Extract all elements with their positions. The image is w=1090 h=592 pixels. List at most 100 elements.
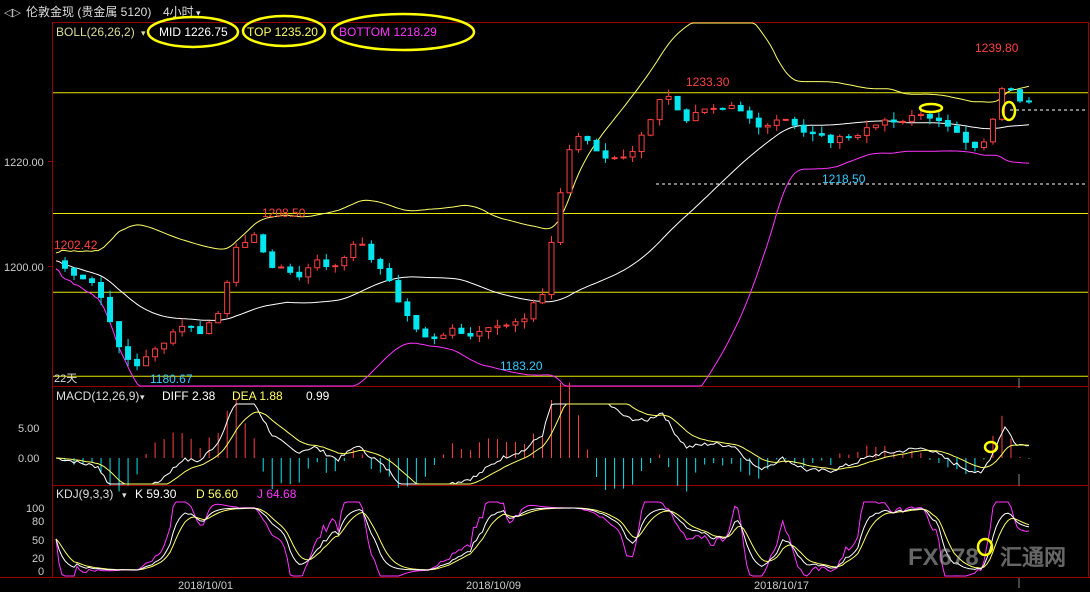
candle-body-69: [260, 234, 267, 253]
kdj-lines: [55, 501, 1030, 577]
candle-body-216: [701, 108, 708, 113]
kdj-label: KDJ(9,3,3): [56, 487, 113, 501]
y-tick-1200: 1200.00: [4, 262, 44, 274]
candle-body-270: [863, 127, 870, 137]
boll-dropdown-icon[interactable]: ▾: [141, 28, 146, 38]
dashed-levels: [656, 109, 1088, 185]
candle-body-225: [728, 104, 735, 109]
candle-body-234: [755, 117, 762, 128]
candle-body-282: [899, 120, 906, 123]
candle-body-27: [134, 358, 141, 367]
candle-body-321: [1016, 89, 1023, 102]
candle-body-300: [953, 125, 960, 133]
candle-body-57: [224, 281, 231, 315]
kdj-tick-0: 0: [38, 566, 44, 578]
candle-body-237: [764, 124, 771, 128]
candle-body-87: [314, 259, 321, 269]
candle-body-207: [674, 95, 681, 111]
candle-body-129: [440, 334, 447, 340]
macd-tick-5: 5.00: [18, 423, 39, 435]
candle-body-240: [773, 119, 780, 126]
macd-lines: [55, 403, 1030, 485]
boll-bottom-line: [55, 150, 1030, 387]
candle-body-66: [251, 234, 258, 243]
annotation-1233: 1233.30: [686, 75, 730, 89]
candle-body-153: [512, 321, 519, 326]
candle-body-180: [593, 139, 600, 152]
candle-body-324: [1025, 100, 1032, 103]
candle-body-117: [404, 301, 411, 317]
candle-body-258: [827, 134, 834, 144]
highlight-ring-bottom: [330, 12, 476, 52]
candle-body-297: [944, 120, 951, 127]
candle-body-111: [386, 267, 393, 282]
candle-body-102: [359, 243, 366, 246]
candle-body-24: [125, 346, 132, 360]
candle-body-264: [845, 136, 852, 139]
annotation-1239: 1239.80: [975, 41, 1019, 55]
window-title: 伦敦金现 (贵金属 5120): [26, 4, 151, 19]
period-selector[interactable]: 4小时: [163, 5, 194, 19]
boll-top-line: [55, 22, 1030, 254]
period-dropdown-icon[interactable]: ▾: [196, 8, 201, 18]
candle-body-252: [809, 131, 816, 135]
macd-histogram: [64, 382, 1030, 492]
candle-body-18: [107, 296, 114, 323]
candle-body-309: [980, 141, 987, 149]
candle-body-306: [971, 141, 978, 149]
candle-body-132: [449, 327, 456, 336]
candle-body-96: [341, 257, 348, 267]
candle-body-72: [269, 251, 276, 268]
candle-body-39: [170, 331, 177, 344]
candle-body-135: [458, 327, 465, 334]
candle-body-168: [557, 192, 564, 243]
kdj-k-line: [55, 507, 1030, 571]
candle-body-261: [836, 136, 843, 144]
macd-dea-value: DEA 1.88: [232, 389, 283, 403]
candle-body-78: [287, 266, 294, 273]
candle-body-21: [116, 321, 123, 348]
annotation-1180: 1180.67: [150, 372, 193, 386]
candle-body-243: [782, 118, 789, 121]
candle-body-249: [800, 124, 807, 133]
candle-body-99: [350, 243, 357, 259]
candle-body-183: [602, 150, 609, 159]
candle-body-147: [494, 325, 501, 329]
candle-body-60: [233, 246, 240, 283]
period-label: 22天: [54, 373, 77, 385]
candle-body-120: [413, 315, 420, 330]
x-label-1009: 2018/10/09: [466, 580, 521, 592]
collapse-icon[interactable]: ◁▷: [4, 7, 21, 19]
candle-body-165: [548, 241, 555, 296]
candle-body-246: [791, 118, 798, 126]
boll-top-value: TOP 1235.20: [247, 25, 318, 39]
candle-body-192: [629, 151, 636, 158]
highlight-ring-top: [241, 14, 327, 48]
macd-label: MACD(12,26,9): [56, 389, 139, 403]
candle-body-90: [323, 259, 330, 267]
svg-text:汇通网: 汇通网: [1000, 545, 1066, 570]
candle-body-126: [431, 336, 438, 340]
candle-body-138: [467, 332, 474, 337]
candle-body-198: [647, 119, 654, 136]
candle-body-48: [197, 326, 204, 335]
candle-body-228: [737, 104, 744, 112]
candle-body-195: [638, 134, 645, 153]
macd-diff-line: [55, 403, 1030, 485]
candle-body-285: [908, 114, 915, 122]
kdj-tick-80: 80: [32, 516, 44, 528]
x-label-1001: 2018/10/01: [178, 580, 233, 592]
annotation-1218: 1218.50: [822, 172, 866, 186]
candle-body-291: [926, 113, 933, 119]
kdj-dropdown-icon[interactable]: ▾: [122, 490, 127, 500]
highlight-ring-mid: [146, 15, 240, 49]
candle-body-63: [242, 241, 249, 248]
kdj-j-value: J 64.68: [257, 487, 297, 501]
macd-dropdown-icon[interactable]: ▾: [140, 392, 145, 402]
candle-body-318: [1007, 88, 1014, 91]
candle-body-75: [278, 266, 285, 269]
macd-histogram-value: 0.99: [306, 389, 330, 403]
candle-body-54: [215, 313, 222, 324]
candle-body-174: [575, 135, 582, 151]
